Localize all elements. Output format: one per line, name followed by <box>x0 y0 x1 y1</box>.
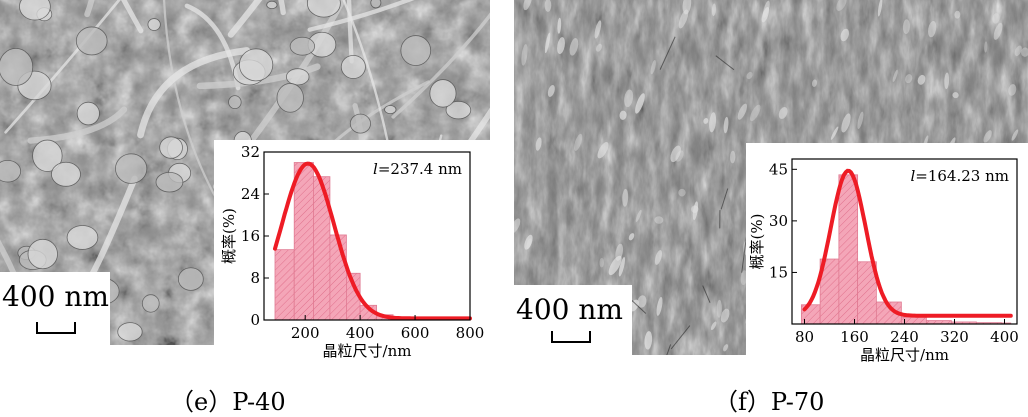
size-histogram: 80 160 240 320 400 15 30 45 晶粒尺寸/nm 概率(%) l=164.23… <box>746 143 1028 378</box>
grain <box>51 162 80 186</box>
y-axis-label: 概率(%) <box>220 208 238 264</box>
grain <box>290 37 315 55</box>
grain <box>401 36 431 66</box>
histogram-bar <box>901 317 926 324</box>
grain <box>148 19 160 31</box>
x-tick-label: 320 <box>940 328 969 346</box>
mean-size-annotation: l=164.23 nm <box>910 167 1009 185</box>
grain <box>385 105 397 113</box>
grain <box>76 27 107 55</box>
x-tick-label: 400 <box>990 328 1019 346</box>
panel-caption: （f）P-70 <box>714 382 824 417</box>
y-tick-label: 30 <box>769 212 788 230</box>
grain <box>160 137 183 159</box>
histogram-bar <box>275 250 294 320</box>
grain <box>118 323 142 341</box>
y-tick-label: 32 <box>241 143 260 161</box>
histogram-bar <box>330 235 346 320</box>
grain <box>0 160 21 182</box>
grain <box>0 48 33 85</box>
grain <box>341 55 365 78</box>
y-axis-label: 概率(%) <box>748 214 766 270</box>
y-tick-label: 15 <box>769 263 788 281</box>
grain <box>142 295 159 313</box>
grain <box>67 225 98 249</box>
grain <box>229 96 242 109</box>
histogram-inset-e: 200 400 600 800 0 8 16 24 32 晶粒尺寸/nm 概率(%) l=237.4 … <box>214 140 490 368</box>
grain <box>350 114 370 133</box>
panel-e: 400 nm 200 400 600 800 0 8 16 24 32 晶粒尺寸/nm 概率(%) l… <box>0 0 490 409</box>
grain <box>239 49 272 81</box>
y-tick-label: 24 <box>241 185 260 203</box>
grain <box>156 172 183 192</box>
histogram-bar <box>839 175 858 324</box>
y-tick-label: 45 <box>769 160 788 178</box>
histogram-bar <box>294 163 313 321</box>
size-histogram: 200 400 600 800 0 8 16 24 32 晶粒尺寸/nm 概率(%) l=237.4 … <box>214 140 490 368</box>
x-tick-label: 80 <box>795 328 814 346</box>
x-tick-label: 600 <box>401 324 430 342</box>
y-tick-label: 8 <box>250 269 260 287</box>
scale-bar-box: 400 nm <box>0 272 110 345</box>
scale-bar-label: 400 nm <box>2 280 109 313</box>
grain <box>115 154 146 184</box>
scale-bar <box>36 322 76 334</box>
y-tick-label: 0 <box>250 311 260 329</box>
grain <box>77 102 99 125</box>
x-tick-label: 200 <box>291 324 320 342</box>
x-tick-label: 160 <box>840 328 869 346</box>
grain <box>277 83 304 112</box>
mean-size-annotation: l=237.4 nm <box>373 160 462 178</box>
x-axis-label: 晶粒尺寸/nm <box>323 342 412 360</box>
grain <box>286 69 309 85</box>
x-tick-label: 800 <box>456 324 485 342</box>
grain <box>178 268 203 291</box>
x-tick-label: 240 <box>890 328 919 346</box>
grain <box>267 1 277 8</box>
grain <box>430 80 456 108</box>
scale-bar-label: 400 nm <box>516 293 623 326</box>
scale-bar-box: 400 nm <box>514 285 632 355</box>
histogram-inset-f: 80 160 240 320 400 15 30 45 晶粒尺寸/nm 概率(%) l=164.23… <box>746 143 1028 378</box>
panel-caption: （e）P-40 <box>170 382 286 417</box>
panel-f: 400 nm 80 160 240 320 400 15 30 45 晶粒尺寸/nm 概率(%) l… <box>514 0 1028 409</box>
grain <box>371 0 381 8</box>
scale-bar <box>551 331 591 343</box>
x-tick-label: 400 <box>346 324 375 342</box>
y-tick-label: 16 <box>241 227 260 245</box>
grain <box>28 239 58 268</box>
x-axis-label: 晶粒尺寸/nm <box>860 346 949 364</box>
